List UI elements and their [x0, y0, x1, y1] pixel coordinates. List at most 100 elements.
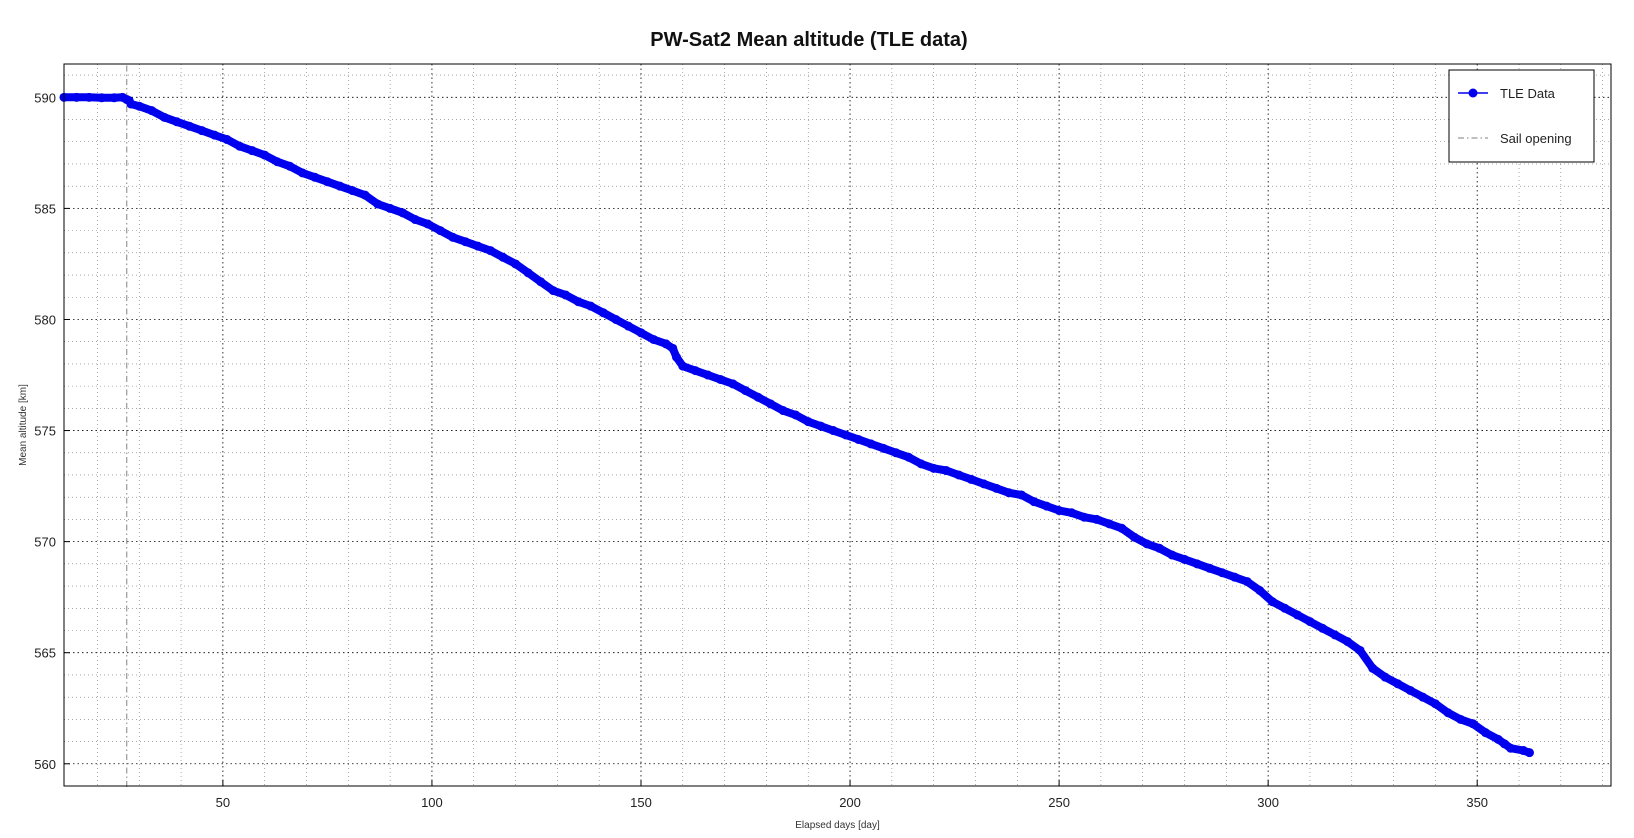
tle-data-point [1493, 734, 1503, 744]
tle-data-point [1079, 512, 1089, 522]
tle-data-point [816, 421, 826, 431]
tle-data-point [435, 226, 445, 236]
y-tick-label: 560 [34, 757, 56, 772]
tle-data-point [473, 241, 483, 251]
tle-data-point [1368, 663, 1378, 673]
tle-data-point [159, 112, 169, 122]
tle-data-point [1180, 554, 1190, 564]
tle-data-point [753, 392, 763, 402]
tle-data-point [172, 117, 182, 127]
tle-data-point [423, 219, 433, 229]
tle-data-point [134, 101, 144, 111]
series-layer [59, 64, 1534, 787]
tle-data-point [1167, 550, 1177, 560]
tle-data-point [1468, 719, 1478, 729]
tle-data-point [1054, 506, 1064, 516]
tle-data-point [460, 237, 470, 247]
tle-data-point [598, 308, 608, 318]
tle-data-point [1129, 532, 1139, 542]
minor-grid [64, 64, 1611, 787]
x-tick-label: 100 [421, 795, 443, 810]
tle-data-point [1255, 586, 1265, 596]
tle-data-point [1343, 637, 1353, 647]
tle-data-point [1499, 739, 1509, 749]
tle-data-point [828, 426, 838, 436]
tle-data-point [841, 430, 851, 440]
tle-data-point [991, 483, 1001, 493]
tle-data-point [966, 474, 976, 484]
tle-data-point [1092, 514, 1102, 524]
chart-title: PW-Sat2 Mean altitude (TLE data) [650, 29, 967, 51]
tle-data-point [1418, 692, 1428, 702]
y-axis-ticks: 560 565 570 575 580 585 590 [34, 90, 70, 772]
tle-data-point [891, 448, 901, 458]
tle-data-point [904, 452, 914, 462]
tle-data-point [866, 439, 876, 449]
tle-data-point [1154, 543, 1164, 553]
tle-data-point [1192, 559, 1202, 569]
tle-data-point [1292, 610, 1302, 620]
tle-data-point [1318, 623, 1328, 633]
tle-data-point [941, 466, 951, 476]
tle-data-point [523, 268, 533, 278]
y-tick-label: 565 [34, 646, 56, 661]
tle-data-point [1355, 645, 1365, 655]
tle-data-point [636, 328, 646, 338]
tle-data-point [1242, 577, 1252, 587]
y-axis-label: Mean altitude [km] [18, 384, 29, 466]
tle-data-point [1205, 563, 1215, 573]
x-tick-label: 250 [1048, 795, 1070, 810]
x-axis-ticks: 50 100 150 200 250 300 350 [216, 780, 1488, 810]
tle-data-point [1142, 539, 1152, 549]
tle-data-point [1405, 685, 1415, 695]
x-tick-label: 50 [216, 795, 230, 810]
tle-data-point [878, 443, 888, 453]
tle-data-point [297, 168, 307, 178]
tle-data-point [728, 379, 738, 389]
tle-data-point [373, 199, 383, 209]
tle-data-point [668, 343, 678, 353]
legend-entry-tle-data: TLE Data [1500, 86, 1556, 101]
tle-data-point [1393, 679, 1403, 689]
tle-data-point [1430, 699, 1440, 709]
tle-data-point [1230, 572, 1240, 582]
tle-data-point [126, 99, 136, 109]
tle-data-point [1443, 708, 1453, 718]
tle-data-point [703, 370, 713, 380]
tle-data-point [803, 417, 813, 427]
legend-marker-tle-data [1468, 88, 1478, 98]
tle-data-point [1380, 672, 1390, 682]
tle-data-point [1455, 714, 1465, 724]
tle-data-point [536, 277, 546, 287]
tle-data-point [1481, 728, 1491, 738]
tle-data-point [360, 190, 370, 200]
tle-data-point [184, 121, 194, 131]
tle-data-point [398, 208, 408, 218]
x-tick-label: 300 [1257, 795, 1279, 810]
tle-data-point [1042, 501, 1052, 511]
tle-data-point [853, 434, 863, 444]
tle-data-point [791, 410, 801, 420]
tle-data-point [741, 386, 751, 396]
tle-data-point [1506, 743, 1516, 753]
y-tick-label: 585 [34, 201, 56, 216]
tle-data-point [1217, 568, 1227, 578]
tle-data-point [385, 203, 395, 213]
tle-data-point [1117, 523, 1127, 533]
tle-data-point [929, 463, 939, 473]
tle-data-point [623, 321, 633, 331]
tle-data-point [72, 92, 82, 102]
tle-data-point [1004, 488, 1014, 498]
y-tick-label: 590 [34, 90, 56, 105]
tle-data-point [109, 93, 119, 103]
tle-data-point [335, 181, 345, 191]
y-tick-label: 580 [34, 312, 56, 327]
tle-data-point [979, 479, 989, 489]
tle-data-point [84, 92, 94, 102]
tle-data-point [197, 126, 207, 136]
tle-data-point [410, 215, 420, 225]
tle-data-point [1016, 490, 1026, 500]
tle-data-line [60, 93, 1534, 757]
tle-data-point [247, 146, 257, 156]
plot-area-frame [63, 63, 1612, 787]
